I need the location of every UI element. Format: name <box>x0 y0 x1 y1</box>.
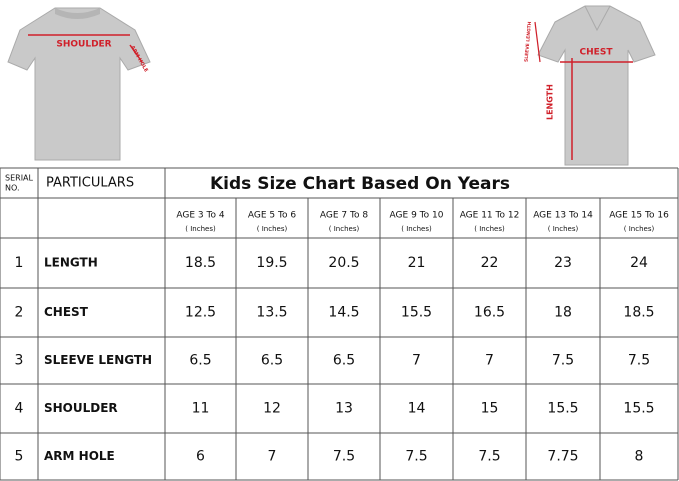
size-value: 13.5 <box>256 305 287 321</box>
particular-name: LENGTH <box>44 256 98 270</box>
particular-name: SHOULDER <box>44 401 118 415</box>
size-value: 18.5 <box>623 305 654 321</box>
size-value: 22 <box>481 255 499 271</box>
back-shirt: SHOULDER ARM HOLE <box>7 7 151 161</box>
serial-number: 3 <box>15 353 24 369</box>
unit-header: ( Inches) <box>474 225 505 233</box>
size-value: 23 <box>554 255 572 271</box>
size-value: 21 <box>408 255 426 271</box>
size-value: 15 <box>481 401 499 417</box>
size-value: 15.5 <box>623 401 654 417</box>
age-header: AGE 13 To 14 <box>533 211 593 221</box>
size-value: 7.5 <box>552 353 574 369</box>
front-shirt: SLEEVE LENGTH CHEST LENGTH <box>524 5 656 166</box>
particular-name: CHEST <box>44 305 89 319</box>
unit-header: ( Inches) <box>548 225 579 233</box>
size-value: 7 <box>485 353 494 369</box>
serial-header: SERIAL <box>5 174 34 183</box>
size-value: 7.5 <box>478 449 500 465</box>
age-header: AGE 9 To 10 <box>390 211 444 221</box>
size-value: 13 <box>335 401 353 417</box>
age-header: AGE 15 To 16 <box>609 211 669 221</box>
size-value: 16.5 <box>474 305 505 321</box>
size-value: 14.5 <box>328 305 359 321</box>
size-value: 7.5 <box>405 449 427 465</box>
sleeve-length-label: SLEEVE LENGTH <box>524 21 534 62</box>
unit-header: ( Inches) <box>401 225 432 233</box>
size-value: 18 <box>554 305 572 321</box>
size-value: 15.5 <box>401 305 432 321</box>
age-header: AGE 5 To 6 <box>248 211 296 221</box>
size-value: 6.5 <box>333 353 355 369</box>
serial-number: 4 <box>15 401 24 417</box>
particular-name: SLEEVE LENGTH <box>44 353 152 367</box>
serial-number: 2 <box>15 305 24 321</box>
age-header: AGE 11 To 12 <box>460 211 520 221</box>
size-value: 12 <box>263 401 281 417</box>
table-text: SERIAL NO. PARTICULARS Kids Size Chart B… <box>5 174 669 465</box>
size-value: 11 <box>192 401 210 417</box>
unit-header: ( Inches) <box>329 225 360 233</box>
length-label: LENGTH <box>546 84 555 120</box>
age-header: AGE 7 To 8 <box>320 211 368 221</box>
table-title: Kids Size Chart Based On Years <box>210 174 510 194</box>
serial-number: 5 <box>15 449 24 465</box>
size-value: 18.5 <box>185 255 216 271</box>
particular-name: ARM HOLE <box>44 449 115 463</box>
size-value: 7.5 <box>628 353 650 369</box>
size-value: 7 <box>268 449 277 465</box>
unit-header: ( Inches) <box>624 225 655 233</box>
age-header: AGE 3 To 4 <box>176 211 224 221</box>
size-value: 7.75 <box>547 449 578 465</box>
chest-label: CHEST <box>580 48 614 58</box>
unit-header: ( Inches) <box>185 225 216 233</box>
size-value: 7.5 <box>333 449 355 465</box>
table-grid <box>0 167 679 481</box>
size-value: 15.5 <box>547 401 578 417</box>
size-value: 12.5 <box>185 305 216 321</box>
serial-header: NO. <box>5 184 20 193</box>
serial-number: 1 <box>15 255 24 271</box>
size-value: 6 <box>196 449 205 465</box>
particulars-header: PARTICULARS <box>46 176 134 191</box>
size-value: 24 <box>630 255 648 271</box>
size-value: 14 <box>408 401 426 417</box>
size-value: 8 <box>635 449 644 465</box>
shoulder-label: SHOULDER <box>56 40 111 50</box>
size-value: 7 <box>412 353 421 369</box>
size-value: 6.5 <box>261 353 283 369</box>
size-value: 6.5 <box>189 353 211 369</box>
size-value: 19.5 <box>256 255 287 271</box>
unit-header: ( Inches) <box>257 225 288 233</box>
size-value: 20.5 <box>328 255 359 271</box>
